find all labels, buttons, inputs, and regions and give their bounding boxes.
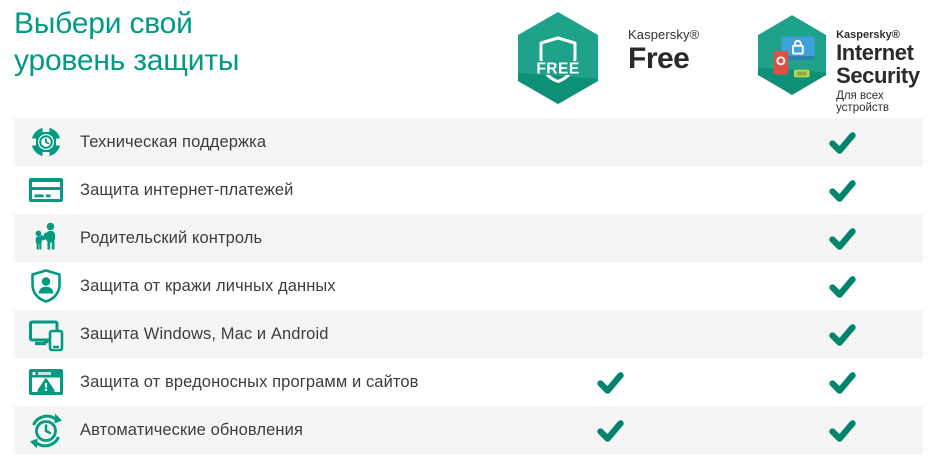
product-name-line1: Internet: [836, 40, 914, 65]
checkmark-icon: [828, 323, 856, 346]
kis-check-cell: [772, 227, 912, 250]
product-name-line2: Security: [836, 63, 920, 88]
checkmark-icon: [596, 371, 624, 394]
credit-card-icon: [29, 178, 63, 202]
kaspersky-free-hexagon-logo-icon: FREE: [518, 12, 598, 104]
support-lifebuoy-icon: [29, 125, 63, 159]
feature-label: Защита от вредоносных программ и сайтов: [80, 372, 419, 391]
free-check-cell: [540, 275, 680, 298]
parental-control-icon: [35, 222, 55, 250]
kis-check-cell: [772, 323, 912, 346]
devices-icon: [29, 320, 64, 352]
table-row-malware: Защита от вредоносных программ и сайтов: [14, 358, 923, 406]
auto-update-icon: [30, 413, 62, 448]
table-row-parental: Родительский контроль: [14, 214, 923, 262]
brand-name: Kaspersky®: [628, 27, 700, 42]
table-row-platforms: Защита Windows, Mac и Android: [14, 310, 923, 358]
free-check-cell: [540, 323, 680, 346]
checkmark-icon: [828, 275, 856, 298]
table-row-payments: Защита интернет-платежей: [14, 166, 923, 214]
feature-label: Защита Windows, Mac и Android: [80, 324, 329, 343]
kis-check-cell: [772, 275, 912, 298]
malware-warning-icon: [29, 369, 63, 395]
page-title-line1: Выбери свой: [14, 7, 193, 40]
free-badge-text: FREE: [536, 61, 579, 78]
comparison-table: Техническая поддержка Защита интернет-пл…: [14, 118, 923, 454]
kis-check-cell: [772, 419, 912, 442]
kis-check-cell: [772, 131, 912, 154]
product-name-free: Free: [628, 42, 690, 75]
kis-check-cell: [772, 371, 912, 394]
checkmark-icon: [828, 179, 856, 202]
free-check-cell: [540, 419, 680, 442]
table-row-support: Техническая поддержка: [14, 118, 923, 166]
identity-shield-icon: [31, 269, 61, 303]
checkmark-icon: [596, 419, 624, 442]
page-title-line2: уровень защиты: [14, 44, 240, 77]
brand-name: Kaspersky®: [836, 29, 900, 41]
feature-label: Защита от кражи личных данных: [80, 276, 336, 295]
feature-label: Защита интернет-платежей: [80, 180, 294, 199]
feature-label: Родительский контроль: [80, 228, 263, 247]
product-kaspersky-internet-security[interactable]: Kaspersky® Internet Security Для всех ус…: [757, 14, 937, 114]
feature-label: Техническая поддержка: [80, 132, 267, 151]
checkmark-icon: [828, 131, 856, 154]
product-kaspersky-free[interactable]: FREE Kaspersky® Free: [517, 12, 699, 104]
table-row-updates: Автоматические обновления: [14, 406, 923, 454]
product-subtitle: Для всех устройств: [836, 90, 890, 114]
free-check-cell: [540, 227, 680, 250]
checkmark-icon: [828, 419, 856, 442]
checkmark-icon: [828, 371, 856, 394]
free-check-cell: [540, 371, 680, 394]
free-check-cell: [540, 131, 680, 154]
page-title: Выбери свой уровень защиты: [14, 5, 239, 79]
checkmark-icon: [828, 227, 856, 250]
table-row-identity: Защита от кражи личных данных: [14, 262, 923, 310]
kaspersky-kis-hexagon-logo-icon: [757, 15, 827, 95]
feature-label: Автоматические обновления: [80, 420, 303, 439]
product-kis-text: Kaspersky® Internet Security Для всех ус…: [836, 14, 937, 114]
kis-check-cell: [772, 179, 912, 202]
product-free-text: Kaspersky® Free: [628, 12, 699, 75]
free-check-cell: [540, 179, 680, 202]
